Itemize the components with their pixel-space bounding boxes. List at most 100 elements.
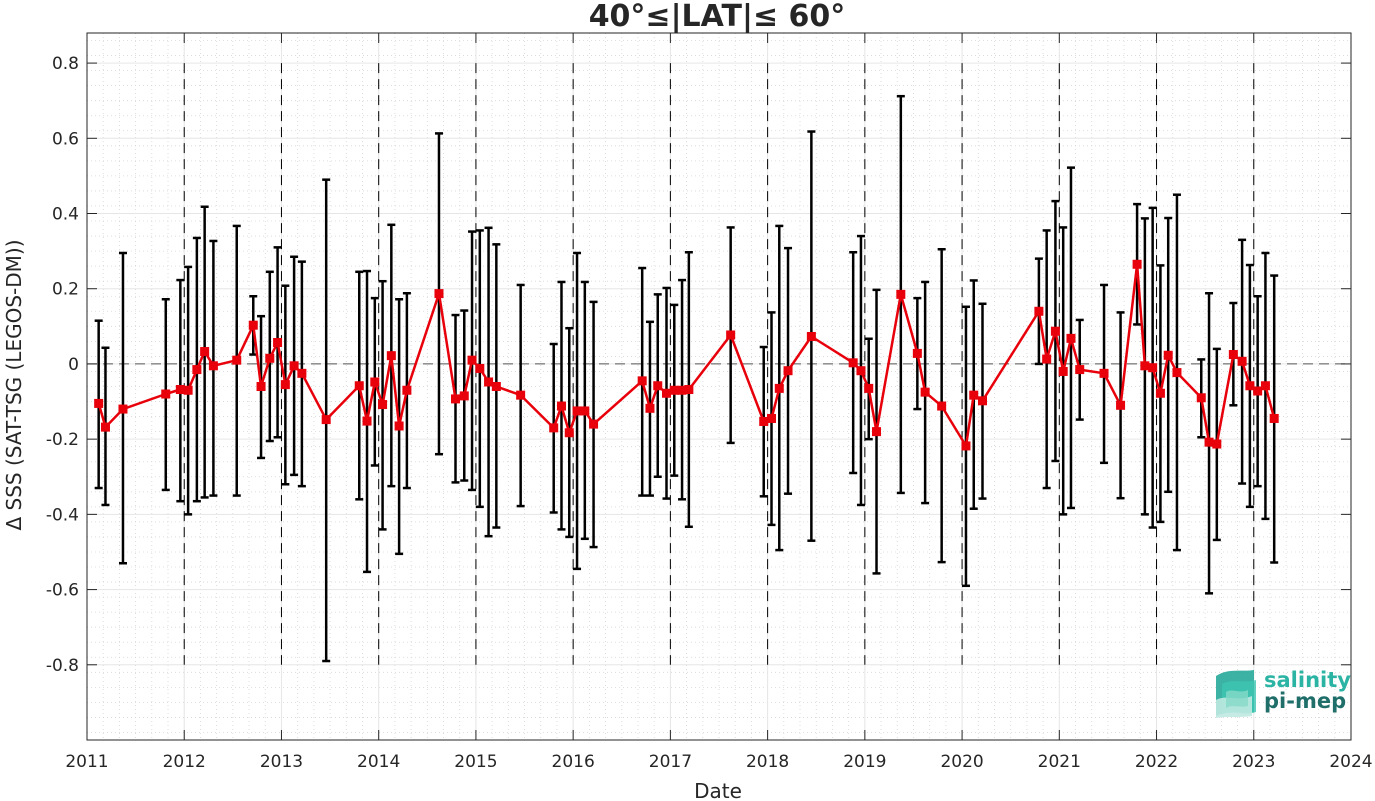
data-point — [1075, 365, 1085, 375]
data-point — [556, 401, 566, 411]
data-point — [1042, 354, 1052, 364]
data-point — [774, 383, 784, 393]
y-tick-label: 0.4 — [52, 205, 79, 225]
data-point — [491, 382, 501, 391]
x-tick-label: 2023 — [1232, 752, 1275, 772]
data-point — [1140, 361, 1150, 371]
data-point — [1050, 326, 1060, 336]
data-point — [684, 385, 694, 395]
series-markers — [94, 259, 1279, 451]
x-axis-label: Date — [694, 779, 742, 801]
data-point — [1155, 388, 1165, 398]
data-point — [516, 390, 526, 400]
data-point — [1116, 400, 1126, 410]
data-point — [475, 363, 485, 373]
data-point — [669, 385, 679, 395]
data-point — [961, 441, 971, 451]
data-point — [653, 381, 663, 391]
salinity-pi-mep-logo: salinity pi-mep — [1216, 668, 1351, 718]
data-point — [289, 361, 299, 371]
logo-line1: salinity — [1264, 668, 1351, 692]
year-dividers — [183, 63, 1255, 665]
data-point — [920, 387, 930, 397]
data-point — [183, 385, 193, 395]
y-axis-label: Δ SSS (SAT-TSG (LEGOS-DM)) — [2, 239, 26, 530]
data-point — [637, 376, 647, 386]
data-point — [1034, 306, 1044, 316]
y-tick-label: -0.6 — [46, 581, 79, 601]
data-point — [378, 400, 388, 410]
data-point — [969, 390, 979, 400]
data-point — [645, 403, 655, 413]
data-point — [1269, 413, 1279, 423]
data-point — [589, 419, 599, 429]
chart-title: 40°≤|LAT|≤ 60° — [589, 0, 846, 34]
data-point — [362, 416, 372, 426]
data-point — [726, 330, 736, 340]
data-point — [872, 427, 882, 437]
x-tick-label: 2017 — [649, 752, 692, 772]
data-point — [1172, 368, 1182, 378]
data-point — [1132, 259, 1142, 269]
y-tick-label: -0.2 — [46, 430, 79, 450]
data-point — [434, 289, 444, 299]
x-tick-label: 2015 — [454, 752, 497, 772]
data-point — [451, 394, 461, 404]
wave-logo-icon — [1216, 670, 1256, 718]
series-line-path — [97, 263, 1276, 448]
data-point — [1212, 439, 1222, 449]
data-point — [208, 361, 218, 371]
y-tick-label: -0.4 — [46, 505, 79, 525]
data-point — [1058, 366, 1068, 376]
data-point — [1148, 363, 1158, 373]
axes-box — [86, 32, 1352, 741]
data-point — [402, 385, 412, 395]
x-tick-label: 2018 — [746, 752, 789, 772]
axis-ticks: -0.8 -0.6 -0.4 -0.2 0 0.2 0.4 0.6 0.8 2011 2012 201… — [46, 33, 1373, 772]
x-tick-label: 2011 — [65, 752, 108, 772]
x-tick-label: 2016 — [552, 752, 595, 772]
data-point — [912, 348, 922, 358]
data-point — [175, 385, 185, 395]
data-point — [232, 355, 242, 365]
data-point — [484, 377, 494, 387]
data-point — [265, 353, 275, 363]
data-point — [321, 415, 331, 425]
x-tick-label: 2020 — [940, 752, 983, 772]
data-point — [394, 421, 404, 431]
data-point — [161, 389, 171, 399]
logo-line2: pi-mep — [1264, 689, 1346, 713]
data-point — [273, 338, 283, 348]
data-point — [1099, 368, 1109, 378]
data-point — [1260, 381, 1270, 391]
y-tick-label: 0.2 — [52, 280, 79, 300]
series-line — [97, 263, 1276, 448]
data-point — [661, 388, 671, 398]
data-point — [848, 358, 858, 368]
data-point — [354, 381, 364, 391]
error-bars — [94, 94, 1279, 663]
data-point — [192, 365, 202, 375]
data-point — [977, 396, 987, 406]
data-point — [1253, 386, 1263, 396]
y-tick-label: 0 — [68, 355, 79, 375]
x-tick-label: 2021 — [1038, 752, 1081, 772]
y-tick-label: 0.8 — [52, 54, 79, 74]
data-point — [1163, 350, 1173, 360]
data-point — [856, 366, 866, 376]
x-tick-label: 2019 — [843, 752, 886, 772]
data-point — [937, 401, 947, 411]
x-tick-label: 2013 — [260, 752, 303, 772]
data-point — [1237, 356, 1247, 366]
data-point — [1196, 393, 1206, 403]
data-point — [1245, 381, 1255, 391]
plot-frame — [86, 32, 1352, 741]
data-point — [386, 351, 396, 361]
x-tick-label: 2014 — [357, 752, 400, 772]
data-point — [100, 422, 110, 432]
y-tick-label: -0.8 — [46, 656, 79, 676]
data-point — [256, 382, 266, 391]
data-point — [767, 413, 777, 423]
data-point — [864, 383, 874, 393]
